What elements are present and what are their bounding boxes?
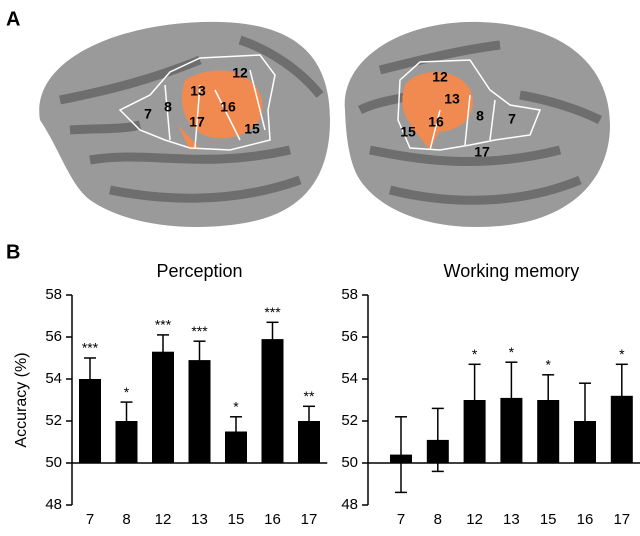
significance-label: *** [264, 304, 281, 320]
y-tick-label: 56 [45, 328, 62, 345]
chart-title: Working memory [444, 261, 580, 281]
y-axis-label: Accuracy (%) [13, 352, 30, 447]
region-label: 15 [400, 124, 416, 140]
x-tick-label: 12 [155, 511, 172, 528]
x-tick-label: 7 [86, 511, 94, 528]
significance-label: ** [304, 388, 315, 404]
x-tick-label: 17 [613, 511, 630, 528]
bar [188, 360, 211, 463]
y-tick-label: 48 [341, 496, 358, 513]
significance-label: *** [155, 317, 172, 333]
significance-label: * [233, 399, 239, 415]
x-tick-label: 15 [228, 511, 245, 528]
bar [537, 400, 560, 463]
region-label: 7 [144, 106, 152, 122]
bar [463, 400, 486, 463]
x-tick-label: 16 [264, 511, 281, 528]
bar [500, 397, 523, 463]
y-tick-label: 48 [45, 496, 62, 513]
x-tick-label: 15 [540, 511, 557, 528]
x-tick-label: 7 [397, 511, 405, 528]
significance-label: * [619, 346, 625, 362]
region-label: 16 [428, 114, 444, 130]
region-label: 16 [220, 99, 236, 115]
y-tick-label: 50 [45, 454, 62, 471]
bar [225, 431, 247, 463]
significance-label: * [545, 357, 551, 373]
significance-label: *** [191, 323, 208, 339]
x-tick-label: 12 [466, 511, 483, 528]
region-label: 13 [190, 83, 206, 99]
region-label: 13 [444, 91, 460, 107]
significance-label: * [124, 384, 130, 400]
region-label: 12 [232, 65, 248, 81]
chart-title: Perception [156, 261, 242, 281]
x-tick-label: 16 [577, 511, 594, 528]
right-brain [344, 21, 610, 227]
bar [574, 421, 596, 463]
region-label: 8 [476, 108, 484, 124]
y-tick-label: 52 [341, 412, 358, 429]
region-label: 17 [189, 114, 205, 130]
bar [390, 454, 412, 463]
panel-label: A [6, 8, 20, 30]
bar [79, 379, 101, 463]
panel-label: B [6, 241, 20, 263]
significance-label: * [509, 344, 515, 360]
y-tick-label: 54 [45, 370, 62, 387]
bar [115, 421, 138, 463]
region-label: 8 [164, 99, 172, 115]
x-tick-label: 13 [503, 511, 520, 528]
region-label: 7 [508, 111, 516, 127]
bar [298, 421, 320, 463]
y-tick-label: 54 [341, 370, 358, 387]
y-tick-label: 50 [341, 454, 358, 471]
x-tick-label: 13 [191, 511, 208, 528]
region-label: 12 [432, 69, 448, 85]
bar [261, 339, 284, 463]
bar [610, 395, 633, 463]
bar [152, 351, 174, 463]
y-tick-label: 56 [341, 328, 358, 345]
x-tick-label: 17 [301, 511, 318, 528]
y-tick-label: 58 [45, 286, 62, 303]
y-tick-label: 52 [45, 412, 62, 429]
x-tick-label: 8 [434, 511, 442, 528]
region-label: 17 [474, 144, 490, 160]
region-label: 15 [244, 121, 260, 137]
significance-label: *** [82, 340, 99, 356]
y-tick-label: 58 [341, 286, 358, 303]
significance-label: * [472, 346, 478, 362]
x-tick-label: 8 [122, 511, 130, 528]
left-brain [39, 21, 331, 227]
bar [426, 439, 449, 463]
